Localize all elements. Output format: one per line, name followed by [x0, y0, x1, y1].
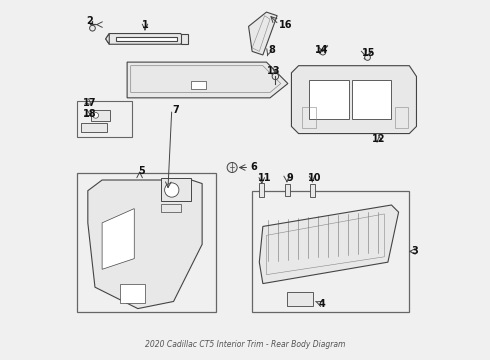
Text: 10: 10	[308, 173, 321, 183]
Bar	[77, 173, 217, 312]
Polygon shape	[292, 66, 416, 134]
Polygon shape	[117, 37, 177, 41]
Polygon shape	[88, 180, 202, 309]
Polygon shape	[102, 208, 134, 269]
Circle shape	[272, 73, 279, 80]
Circle shape	[365, 55, 370, 60]
Text: 12: 12	[372, 134, 386, 144]
Circle shape	[93, 112, 98, 118]
Circle shape	[90, 25, 96, 31]
Polygon shape	[285, 184, 290, 196]
Circle shape	[227, 162, 237, 172]
Polygon shape	[127, 62, 288, 98]
Text: 8: 8	[269, 45, 275, 55]
Text: 17: 17	[83, 98, 97, 108]
Bar	[395, 107, 408, 128]
Text: 15: 15	[362, 48, 375, 58]
Text: 11: 11	[258, 173, 271, 183]
Text: 18: 18	[83, 109, 97, 119]
Polygon shape	[259, 205, 398, 284]
Bar	[287, 292, 313, 306]
Text: 6: 6	[250, 162, 257, 172]
Bar	[302, 107, 317, 128]
Polygon shape	[309, 80, 348, 119]
Text: 7: 7	[172, 105, 179, 115]
Text: 9: 9	[286, 173, 293, 183]
Text: 2020 Cadillac CT5 Interior Trim - Rear Body Diagram: 2020 Cadillac CT5 Interior Trim - Rear B…	[145, 340, 345, 349]
Bar	[161, 204, 181, 212]
Bar	[192, 81, 206, 89]
Bar	[77, 102, 132, 137]
Text: 1: 1	[142, 19, 148, 30]
Bar	[120, 284, 145, 303]
Bar	[91, 110, 110, 121]
Text: 13: 13	[267, 66, 280, 76]
Polygon shape	[259, 183, 264, 197]
Polygon shape	[310, 184, 315, 197]
Bar	[161, 178, 192, 202]
Polygon shape	[352, 80, 392, 119]
Text: 5: 5	[138, 166, 145, 176]
Circle shape	[165, 183, 179, 197]
Bar	[81, 123, 107, 132]
Circle shape	[320, 49, 326, 55]
Text: 14: 14	[315, 45, 329, 55]
Bar	[252, 191, 409, 312]
Polygon shape	[106, 33, 109, 44]
Polygon shape	[248, 12, 277, 55]
Polygon shape	[106, 33, 184, 44]
Text: 16: 16	[279, 19, 293, 30]
Text: 3: 3	[411, 247, 418, 256]
Text: 2: 2	[86, 16, 93, 26]
Polygon shape	[181, 33, 188, 44]
Text: 4: 4	[318, 298, 325, 309]
